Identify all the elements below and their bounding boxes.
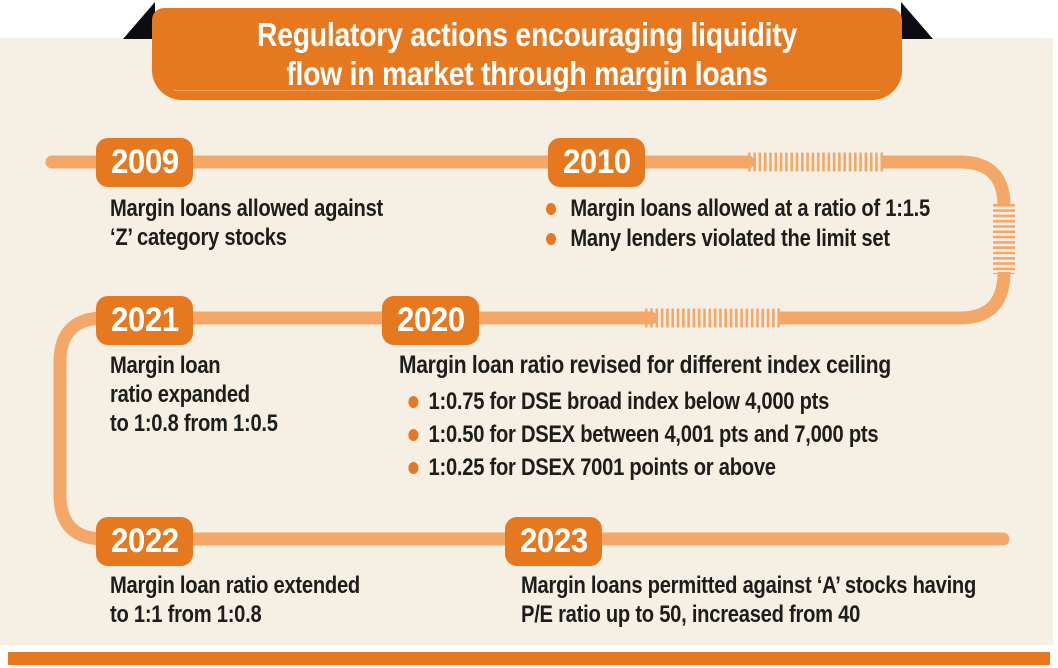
event-2021-line2: ratio expanded: [110, 381, 250, 408]
event-2010-bullet2: Many lenders violated the limit set: [570, 225, 890, 252]
timeline-segment-right-curve-bottom: [778, 271, 1011, 325]
list-item: 1:0.75 for DSE broad index below 4,000 p…: [405, 385, 878, 418]
year-label-2020: 2020: [396, 301, 465, 339]
year-badge-2010: 2010: [548, 138, 645, 187]
event-2022-line2: to 1:1 from 1:0.8: [110, 601, 262, 628]
event-2009-line2: ‘Z’ category stocks: [110, 224, 287, 251]
page-title-line2: flow in market through margin loans: [286, 55, 768, 92]
list-item: 1:0.25 for DSEX 7001 points or above: [405, 451, 878, 484]
list-item: Many lenders violated the limit set: [546, 224, 930, 254]
timeline-segment-row2-row3-solid: [53, 311, 1010, 546]
page-title-line1: Regulatory actions encouraging liquidity: [256, 16, 797, 53]
event-2020-bullet-list: 1:0.75 for DSE broad index below 4,000 p…: [405, 385, 879, 484]
event-2021-line1: Margin loan: [110, 352, 221, 379]
event-2010-bullet-list: Margin loans allowed at a ratio of 1:1.5…: [546, 194, 930, 254]
bullet-dot-icon: [546, 203, 557, 215]
event-2022-line1: Margin loan ratio extended: [110, 572, 360, 599]
event-2023-description: Margin loans permitted against ‘A’ stock…: [521, 571, 976, 629]
bottom-accent-bar: [8, 652, 1050, 665]
year-label-2023: 2023: [519, 522, 588, 560]
year-label-2009: 2009: [110, 143, 179, 181]
event-2020-bullet3: 1:0.25 for DSEX 7001 points or above: [428, 453, 776, 481]
event-2010-bullet1: Margin loans allowed at a ratio of 1:1.5: [570, 195, 930, 222]
year-label-2021: 2021: [110, 301, 179, 339]
year-label-2010: 2010: [562, 143, 631, 181]
year-label-2022: 2022: [110, 522, 179, 560]
bullet-dot-icon: [408, 395, 419, 408]
page-title: Regulatory actions encouraging liquidity…: [257, 15, 797, 93]
event-2020-bullet2: 1:0.50 for DSEX between 4,001 pts and 7,…: [428, 420, 879, 448]
year-badge-2009: 2009: [96, 138, 193, 187]
event-2021-line3: to 1:0.8 from 1:0.5: [110, 410, 278, 437]
event-2009-description: Margin loans allowed against ‘Z’ categor…: [110, 194, 383, 252]
event-2020-heading: Margin loan ratio revised for different …: [399, 351, 891, 379]
timeline-segment-right-curve-top: [882, 155, 1011, 207]
list-item: Margin loans allowed at a ratio of 1:1.5: [546, 194, 930, 224]
year-badge-2020: 2020: [382, 296, 479, 345]
list-item: 1:0.50 for DSEX between 4,001 pts and 7,…: [405, 418, 879, 451]
event-2021-description: Margin loan ratio expanded to 1:0.8 from…: [110, 351, 278, 438]
year-badge-2022: 2022: [96, 517, 193, 566]
year-badge-2021: 2021: [96, 296, 193, 345]
year-badge-2023: 2023: [505, 517, 602, 566]
bullet-dot-icon: [408, 428, 419, 441]
bullet-dot-icon: [546, 233, 557, 245]
title-banner: Regulatory actions encouraging liquidity…: [152, 8, 902, 100]
event-2023-line1: Margin loans permitted against ‘A’ stock…: [521, 572, 977, 599]
event-2009-line1: Margin loans allowed against: [110, 195, 383, 222]
event-2022-description: Margin loan ratio extended to 1:1 from 1…: [110, 571, 360, 629]
bullet-dot-icon: [408, 461, 419, 474]
event-2023-line2: P/E ratio up to 50, increased from 40: [521, 601, 861, 628]
event-2020-bullet1: 1:0.75 for DSE broad index below 4,000 p…: [428, 387, 830, 415]
